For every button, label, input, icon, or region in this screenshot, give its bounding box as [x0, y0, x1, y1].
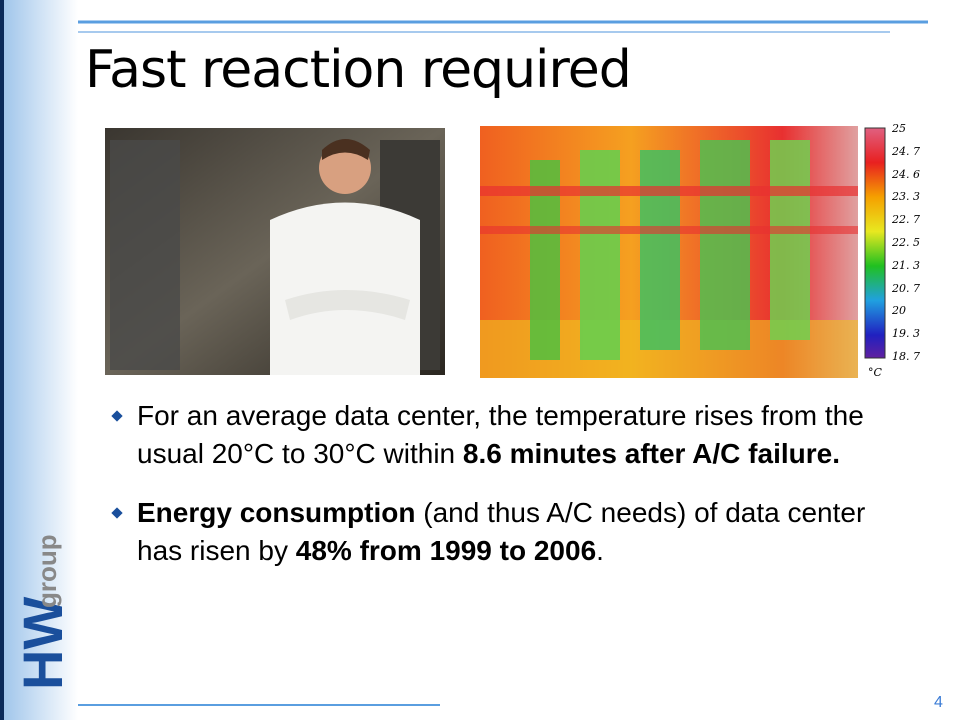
logo-sub: group [32, 534, 62, 608]
scale-label: 24. 6 [892, 167, 920, 181]
page-number: 4 [934, 694, 943, 711]
slide-title: Fast reaction required [85, 40, 632, 100]
bullet: Energy consumption (and thus A/C needs) … [110, 494, 870, 570]
bullet-list: For an average data center, the temperat… [110, 397, 870, 591]
logo: HW group [11, 534, 74, 690]
bullet-text: . [596, 535, 604, 566]
bullet-marker [111, 410, 123, 422]
bullet: For an average data center, the temperat… [110, 397, 870, 473]
bullet-text: 8.6 minutes after A/C failure. [462, 438, 840, 469]
scale-label: 19. 3 [892, 327, 920, 341]
sidebar-edge [0, 0, 4, 720]
photo [105, 128, 445, 375]
bullet-text: 48% from 1999 to 2006 [295, 535, 597, 566]
scale-label: 20. 7 [892, 281, 920, 295]
scale-label: 21. 3 [892, 258, 920, 272]
scale-label: 22. 7 [892, 213, 920, 227]
logo-main: HW [11, 597, 74, 690]
scale-unit: °C [868, 366, 882, 379]
scale-label: 24. 7 [892, 144, 920, 158]
bullet-marker [111, 507, 123, 519]
scale-label: 20 [892, 304, 906, 318]
scale-label: 23. 3 [892, 190, 920, 204]
bullet-text: (and thus A/C needs) of data center has … [137, 497, 866, 566]
scale-label: 22. 5 [892, 236, 920, 249]
bullet-text: Energy consumption [137, 497, 416, 528]
sidebar [0, 0, 78, 720]
scale-label: 25 [892, 122, 906, 135]
color-scale [864, 127, 886, 359]
bullet-text: For an average data center, the temperat… [137, 400, 864, 469]
thermal-image [480, 126, 858, 378]
scale-label: 18. 7 [892, 350, 920, 363]
